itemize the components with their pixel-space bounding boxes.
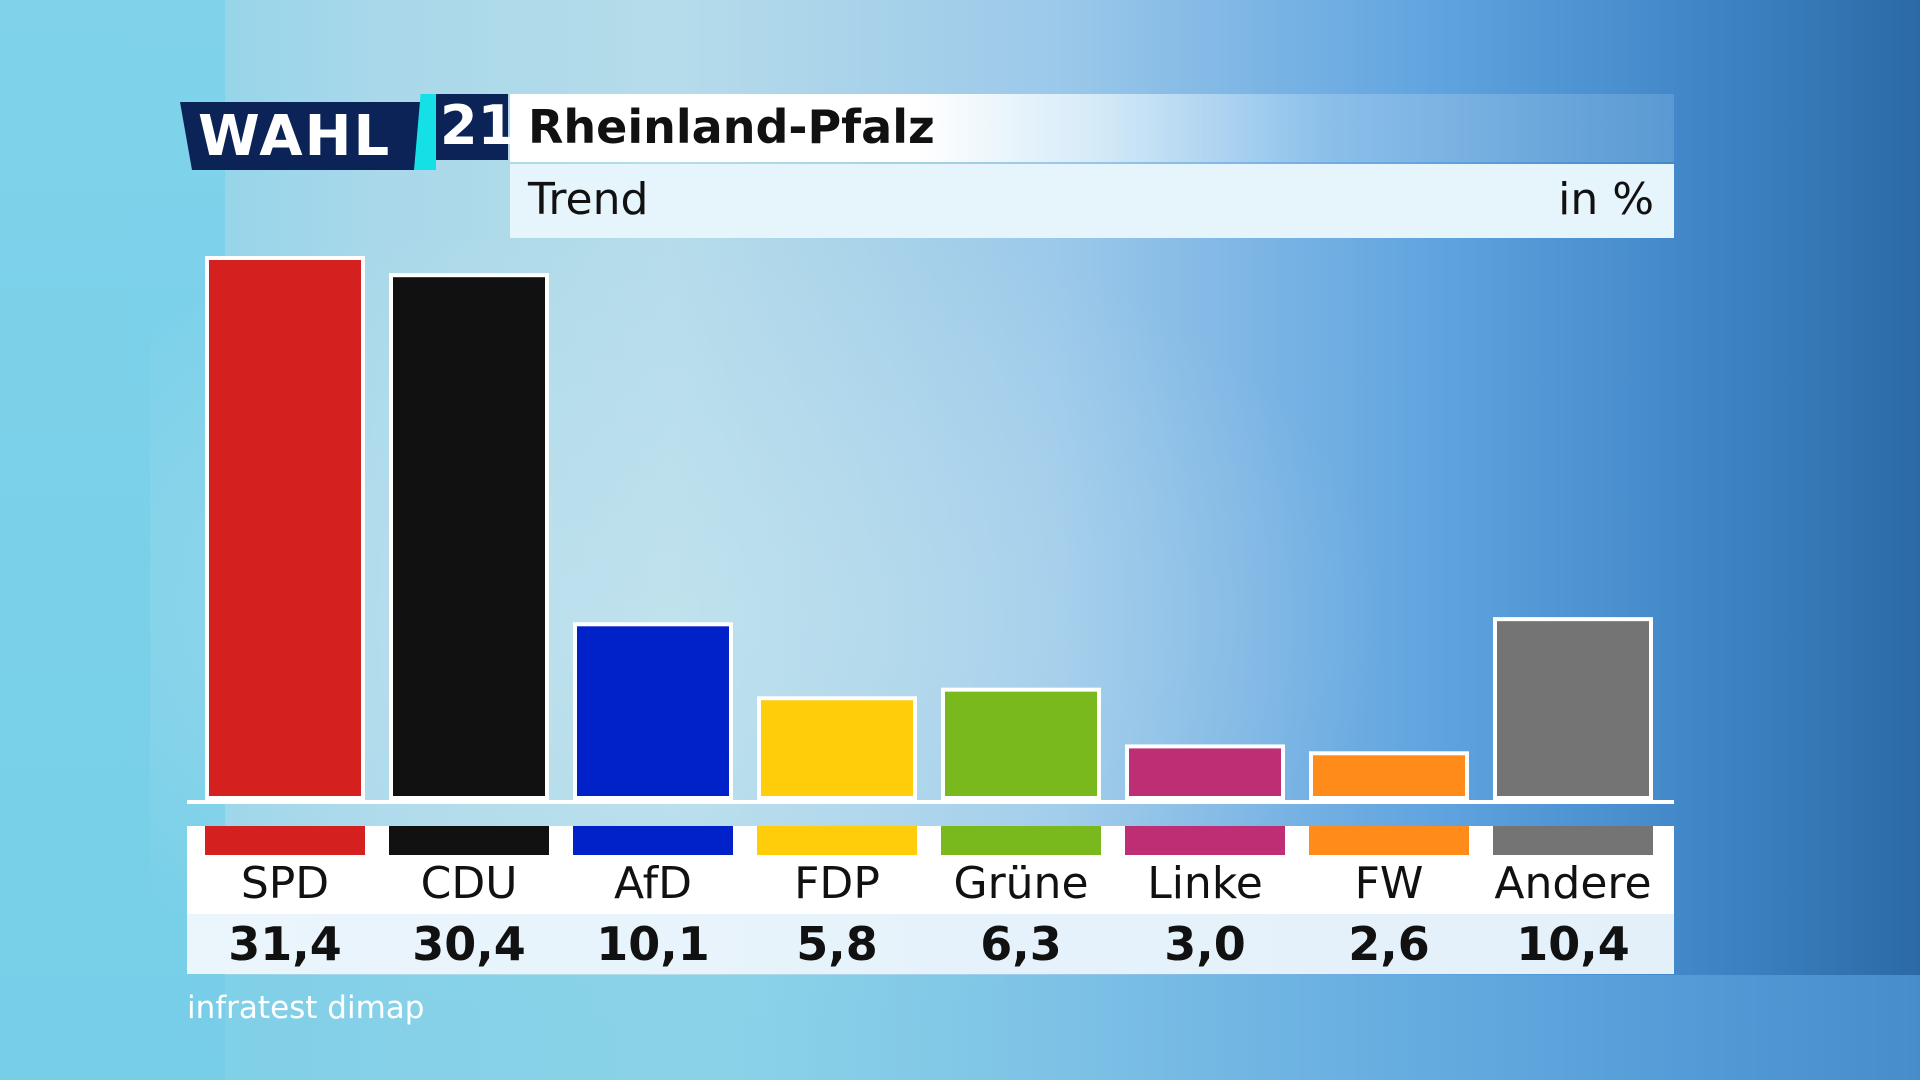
legend-value-grüne: 6,3 [980, 917, 1062, 971]
subtitle-bar: Trend in % [510, 164, 1674, 238]
bar-cdu [389, 273, 549, 800]
wahl-logo-text: WAHL [198, 104, 392, 169]
legend-value-linke: 3,0 [1164, 917, 1246, 971]
bar-fdp [757, 696, 917, 800]
wahl-logo: WAHL [180, 102, 420, 170]
legend-swatch-linke [1125, 826, 1285, 855]
legend-name-grüne: Grüne [953, 858, 1089, 909]
bar-linke [1125, 744, 1285, 801]
legend-name-fw: FW [1354, 858, 1424, 909]
bar-group [205, 256, 1653, 801]
bar-fw [1309, 751, 1469, 800]
chart-title: Rheinland-Pfalz [528, 100, 935, 154]
wahl-logo-number: 21 [440, 94, 516, 157]
legend-value-afd: 10,1 [596, 917, 710, 971]
bar-spd [205, 256, 365, 800]
legend-swatch-afd [573, 826, 733, 855]
legend-value-row [187, 914, 1674, 974]
legend-value-cdu: 30,4 [412, 917, 526, 971]
legend-value-spd: 31,4 [228, 917, 342, 971]
chart-subtitle: Trend [528, 174, 649, 225]
logo-accent-stripe [414, 94, 436, 170]
legend-swatch-spd [205, 826, 365, 855]
legend-swatch-andere [1493, 826, 1653, 855]
legend-name-andere: Andere [1494, 858, 1652, 909]
legend-name-spd: SPD [240, 858, 330, 909]
legend-value-andere: 10,4 [1516, 917, 1630, 971]
bar-afd [573, 622, 733, 800]
wahl-logo-number-box: 21 [436, 94, 515, 160]
legend-value-fw: 2,6 [1348, 917, 1430, 971]
title-bar: Rheinland-Pfalz [510, 94, 1674, 162]
legend-swatch-cdu [389, 826, 549, 855]
bar-grüne [941, 687, 1101, 801]
legend-swatch-fdp [757, 826, 917, 855]
background-bottom-band [0, 975, 1920, 1080]
legend-value-fdp: 5,8 [796, 917, 878, 971]
legend-swatch-fw [1309, 826, 1469, 855]
legend-name-fdp: FDP [794, 858, 880, 909]
legend-name-cdu: CDU [420, 858, 518, 909]
legend-swatch-grüne [941, 826, 1101, 855]
legend-name-linke: Linke [1147, 858, 1263, 909]
source-label: infratest dimap [187, 990, 425, 1026]
legend-name-afd: AfD [614, 858, 692, 909]
bar-andere [1493, 617, 1653, 800]
unit-label: in % [1558, 174, 1654, 225]
